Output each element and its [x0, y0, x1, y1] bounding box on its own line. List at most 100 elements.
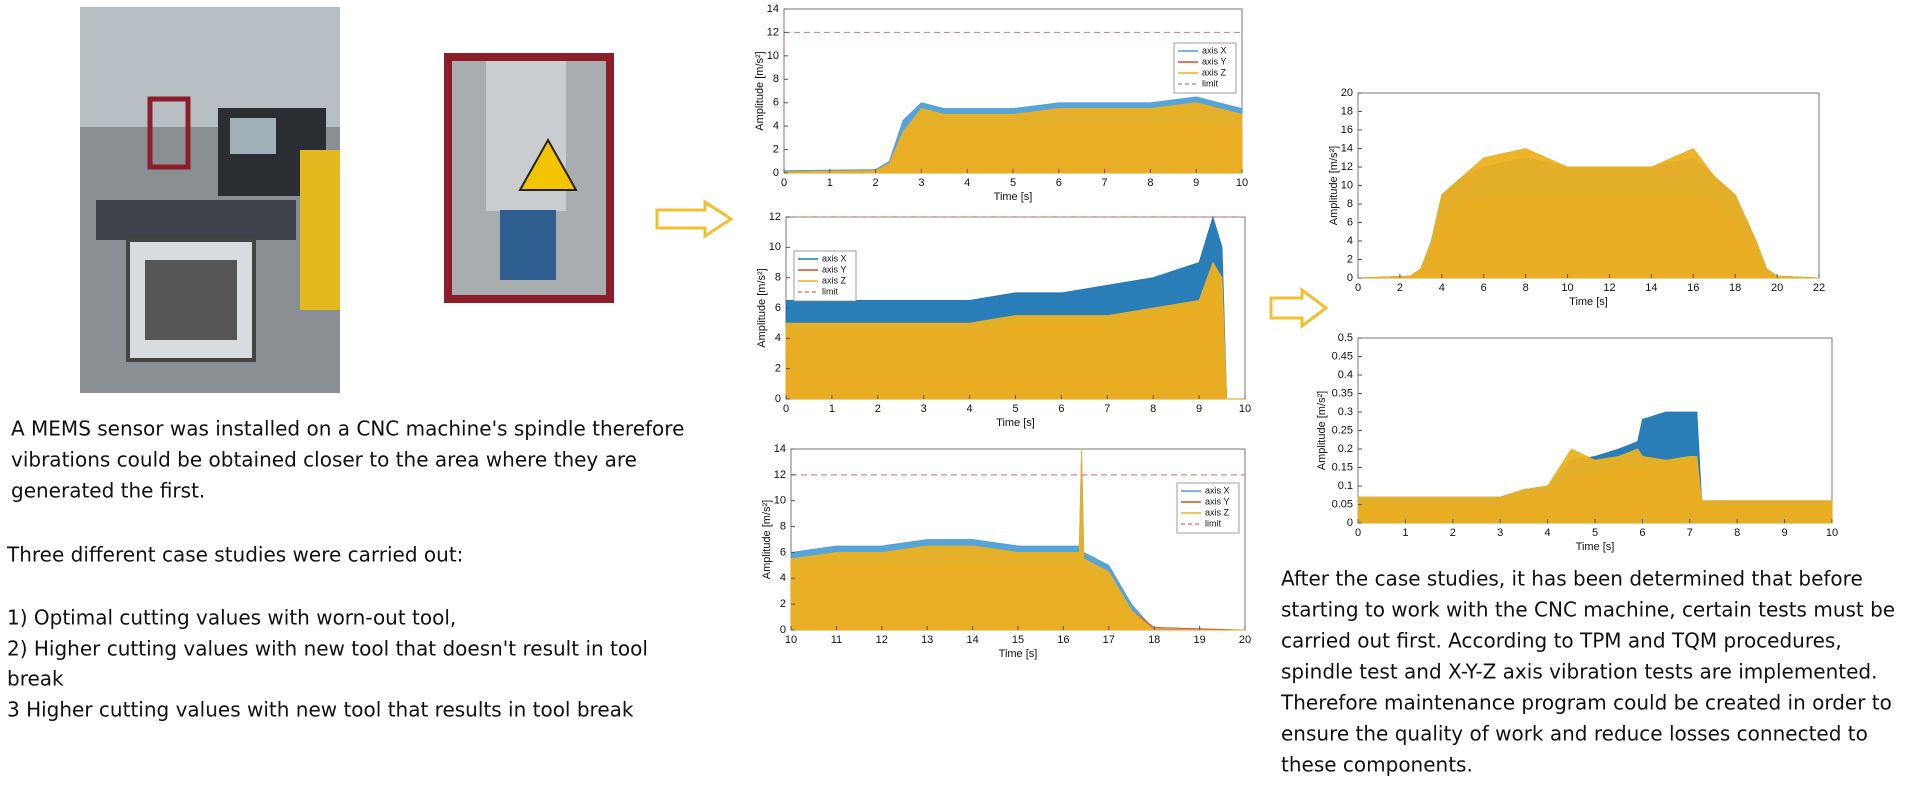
y-tick-label: 18 [1341, 105, 1353, 117]
y-tick-label: 12 [774, 469, 786, 481]
text-line: carried out first. According to TPM and … [1281, 629, 1842, 653]
x-tick-label: 16 [1687, 282, 1699, 294]
x-tick-label: 12 [876, 634, 888, 646]
y-tick-label: 6 [1347, 216, 1353, 228]
y-axis-label: Amplitude [m/s²] [1328, 146, 1340, 225]
x-tick-label: 9 [1193, 177, 1199, 189]
y-tick-label: 8 [780, 520, 786, 532]
y-tick-label: 0 [1347, 517, 1353, 529]
text-block: A MEMS sensor was installed on a CNC mac… [6, 417, 1895, 777]
arrow [1269, 287, 1329, 329]
y-tick-label: 0 [780, 624, 786, 636]
x-tick-label: 0 [1355, 282, 1361, 294]
x-tick-label: 12 [1603, 282, 1615, 294]
y-tick-label: 0.35 [1332, 387, 1353, 399]
y-tick-label: 0.15 [1332, 461, 1353, 473]
x-tick-label: 4 [967, 403, 973, 415]
x-tick-label: 2 [1450, 527, 1456, 539]
y-tick-label: 0.45 [1332, 350, 1353, 362]
text-line: 1) Optimal cutting values with worn-out … [7, 606, 456, 630]
x-tick-label: 10 [1236, 177, 1248, 189]
x-tick-label: 6 [1481, 282, 1487, 294]
legend-label: axis Z [1205, 507, 1230, 517]
x-tick-label: 8 [1147, 177, 1153, 189]
y-tick-label: 12 [769, 211, 781, 223]
signal-area [790, 448, 1245, 631]
text-line: After the case studies, it has been dete… [1281, 567, 1863, 591]
x-tick-label: 4 [1439, 282, 1445, 294]
y-tick-label: 20 [1341, 87, 1353, 99]
y-tick-label: 16 [1341, 124, 1353, 136]
signal-area [1357, 148, 1820, 279]
y-tick-label: 14 [1341, 142, 1353, 154]
x-tick-label: 22 [1813, 282, 1825, 294]
legend-label: limit [1202, 78, 1218, 88]
x-tick-label: 14 [966, 634, 978, 646]
chart: 0 2 4 6 8 10 12 14 16 18 20 22 0 2 4 6 8 10 12 14 16 18 20 Time… [1328, 87, 1825, 308]
x-tick-label: 14 [1645, 282, 1657, 294]
x-tick-label: 4 [1545, 527, 1551, 539]
x-tick-label: 20 [1239, 634, 1251, 646]
x-tick-label: 0 [783, 403, 789, 415]
x-tick-label: 17 [1103, 634, 1115, 646]
y-tick-label: 2 [780, 598, 786, 610]
y-tick-label: 8 [773, 73, 779, 85]
text-line: spindle test and X-Y-Z axis vibration te… [1281, 660, 1877, 684]
x-tick-label: 5 [1592, 527, 1598, 539]
x-tick-label: 7 [1687, 527, 1693, 539]
x-tick-label: 3 [1497, 527, 1503, 539]
y-tick-label: 2 [775, 363, 781, 375]
x-tick-label: 5 [1010, 177, 1016, 189]
legend-label: axis Y [1202, 56, 1226, 66]
x-tick-label: 1 [1402, 527, 1408, 539]
y-tick-label: 0.05 [1332, 498, 1353, 510]
y-tick-label: 0 [1347, 272, 1353, 284]
x-tick-label: 8 [1734, 527, 1740, 539]
y-tick-label: 12 [1341, 161, 1353, 173]
y-tick-label: 8 [1347, 198, 1353, 210]
y-tick-label: 6 [780, 546, 786, 558]
text-line: these components. [1281, 753, 1473, 777]
legend-label: axis X [1205, 485, 1230, 495]
machine-photo [80, 7, 340, 393]
y-tick-label: 14 [774, 443, 786, 455]
x-tick-label: 7 [1102, 177, 1108, 189]
text-line: 3 Higher cutting values with new tool th… [7, 698, 634, 722]
signal-area [1357, 448, 1833, 524]
x-tick-label: 8 [1523, 282, 1529, 294]
y-tick-label: 10 [767, 50, 779, 62]
x-tick-label: 13 [921, 634, 933, 646]
x-tick-label: 3 [918, 177, 924, 189]
y-tick-label: 10 [774, 495, 786, 507]
y-tick-label: 0.3 [1338, 406, 1353, 418]
x-tick-label: 7 [1104, 403, 1110, 415]
x-axis-label: Time [s] [999, 648, 1038, 660]
x-tick-label: 6 [1058, 403, 1064, 415]
legend-label: axis Y [1205, 496, 1229, 506]
text-line: 2) Higher cutting values with new tool t… [7, 637, 648, 661]
y-tick-label: 0.25 [1332, 424, 1353, 436]
legend-label: limit [822, 286, 838, 296]
chart: 10 11 12 13 14 15 16 17 18 19 20 0 2 4 6 8 10 12 14 Time [s… [761, 443, 1251, 660]
text-line: starting to work with the CNC machine, c… [1281, 598, 1895, 622]
y-tick-label: 4 [780, 572, 786, 584]
x-axis-label: Time [s] [994, 191, 1033, 203]
x-tick-label: 0 [1355, 527, 1361, 539]
x-axis-label: Time [s] [1576, 541, 1615, 553]
text-line: break [7, 667, 64, 691]
y-tick-label: 4 [773, 120, 779, 132]
y-tick-label: 10 [1341, 179, 1353, 191]
spindle-photo [444, 53, 614, 303]
x-tick-label: 5 [1012, 403, 1018, 415]
arrow [655, 199, 734, 239]
legend-label: axis X [1202, 45, 1227, 55]
y-axis-label: Amplitude [m/s²] [1316, 391, 1328, 470]
legend-label: axis Z [822, 275, 847, 285]
y-tick-label: 14 [767, 3, 779, 15]
x-tick-label: 0 [781, 177, 787, 189]
y-tick-label: 8 [775, 272, 781, 284]
legend-label: limit [1205, 518, 1221, 528]
x-tick-label: 9 [1782, 527, 1788, 539]
